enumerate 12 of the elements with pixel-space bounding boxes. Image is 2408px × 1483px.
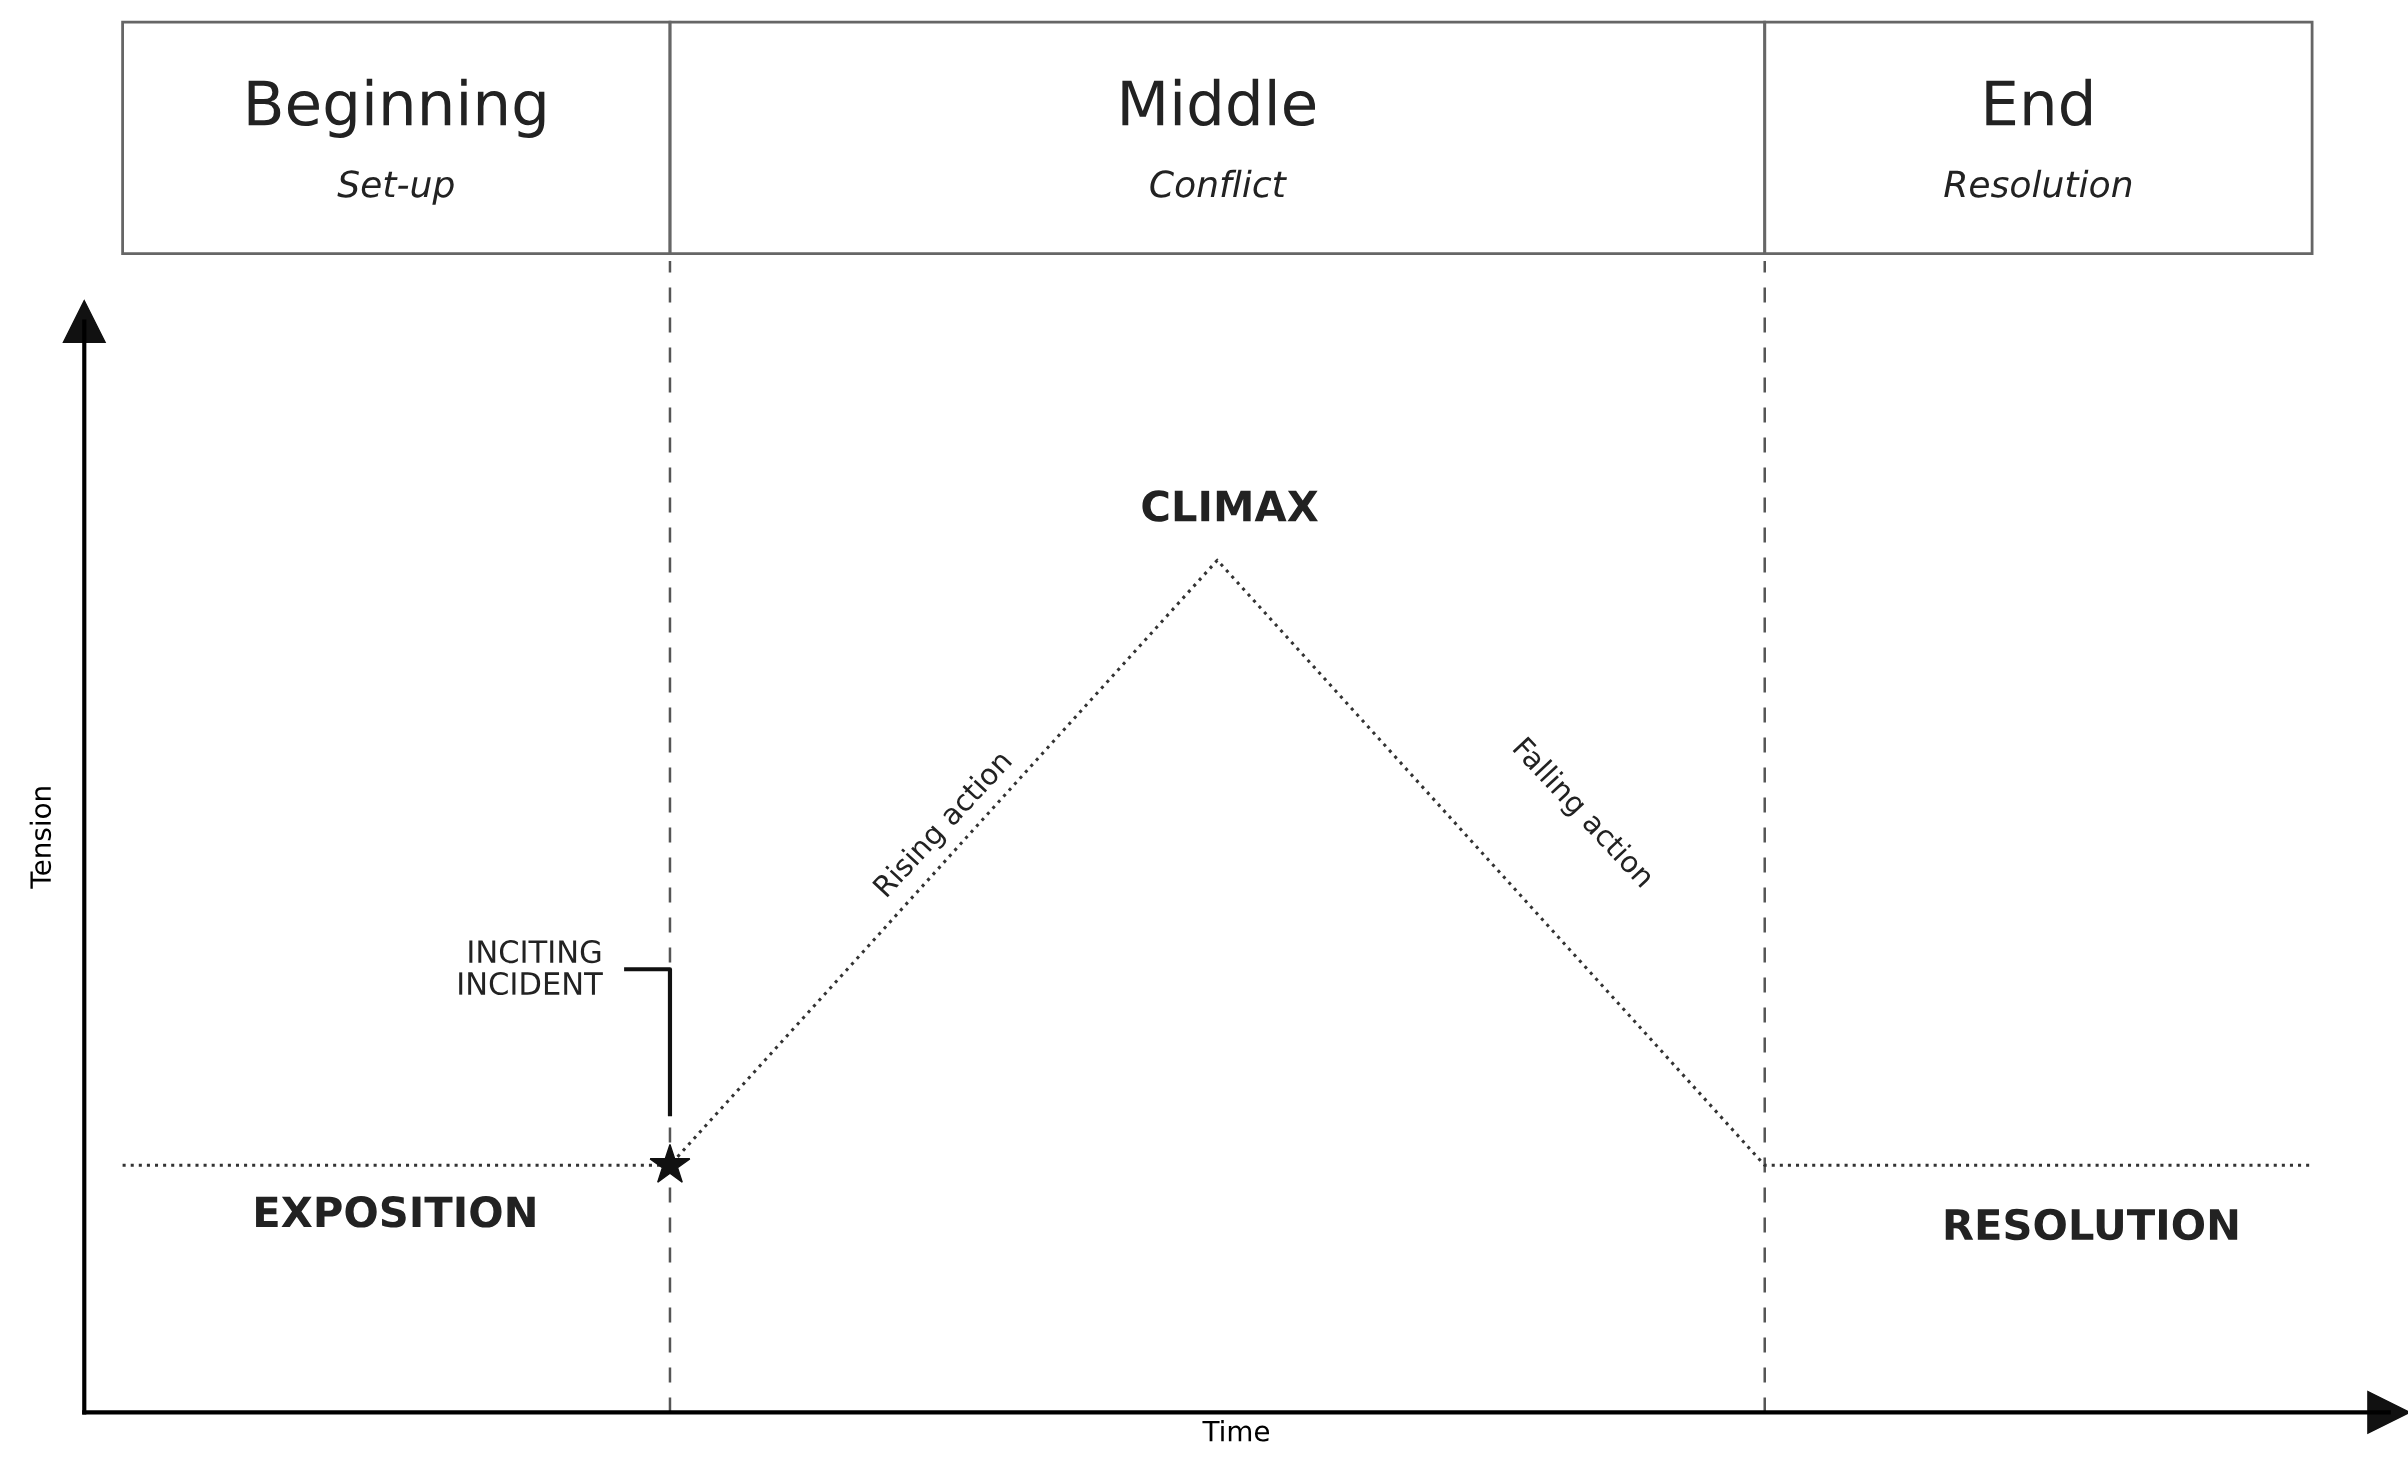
text: Conflict	[1150, 169, 1287, 198]
text: CLIMAX	[1142, 490, 1318, 522]
text: Resolution	[1944, 169, 2132, 198]
annotation: INCITING INCIDENT	[459, 940, 603, 996]
x-axis-title: Time	[1202, 1420, 1270, 1442]
annotation: RESOLUTION	[1945, 1208, 2238, 1241]
text: End	[1986, 78, 2091, 127]
y-axis-title: Tension	[29, 787, 52, 889]
annotation: EXPOSITION	[256, 1196, 535, 1228]
text: Beginning	[248, 78, 545, 138]
text: Set-up	[337, 170, 454, 205]
text: Middle	[1122, 78, 1316, 127]
